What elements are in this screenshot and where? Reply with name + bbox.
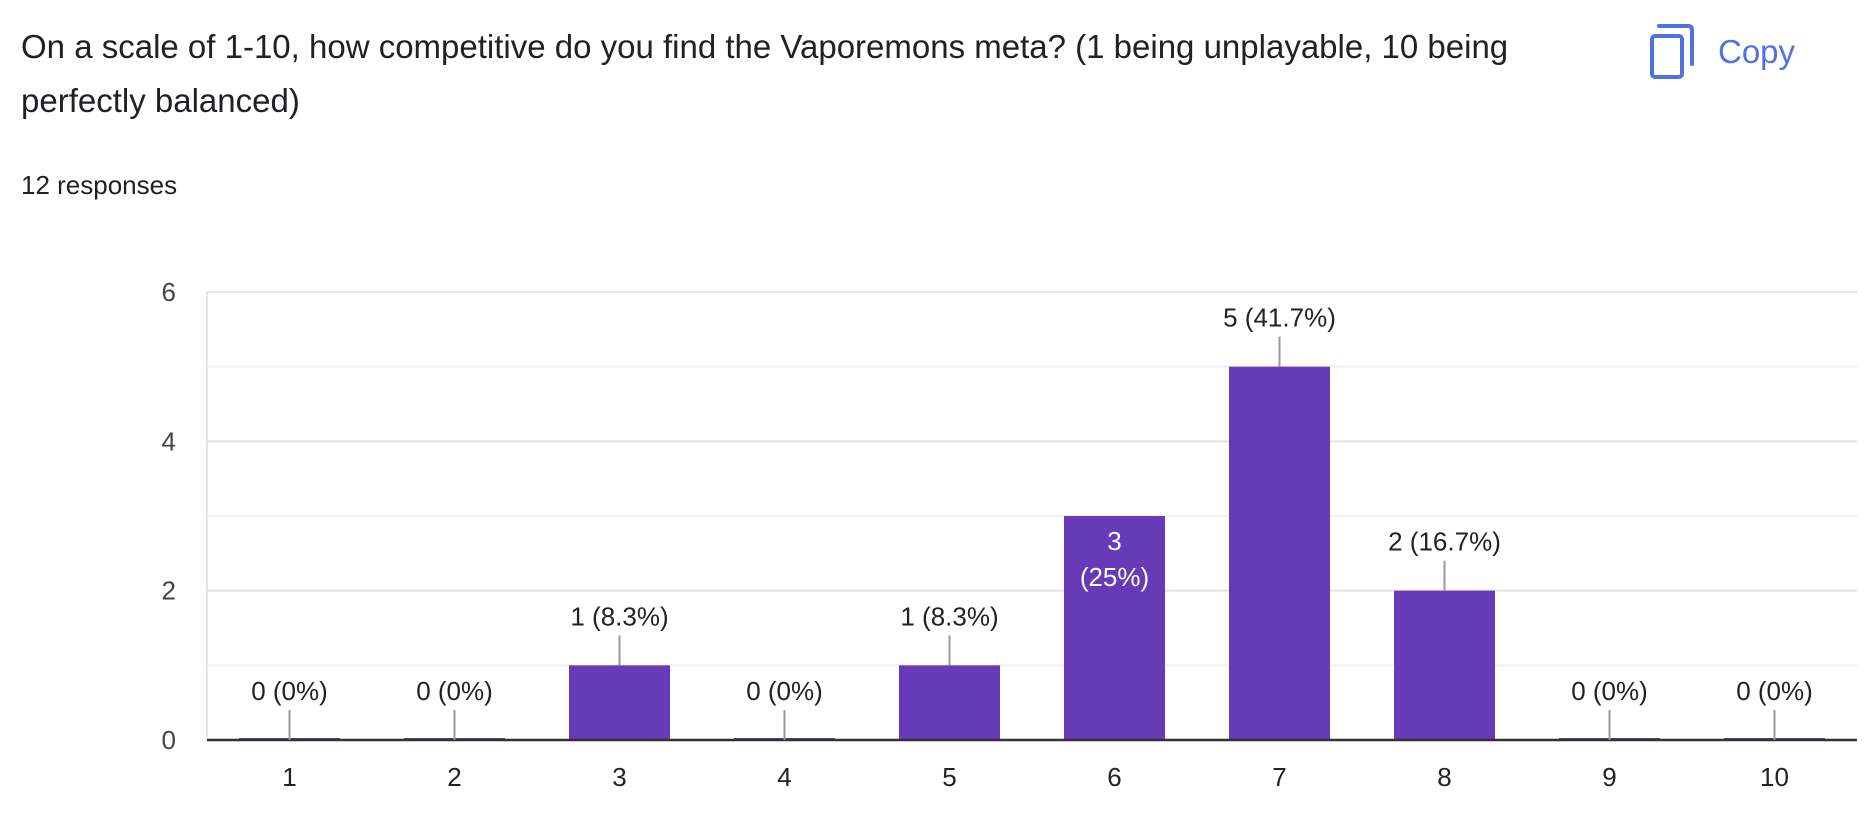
- data-label: 5 (41.7%): [1223, 303, 1336, 333]
- chart-grid: [206, 291, 1857, 740]
- x-tick-label: 2: [447, 762, 461, 792]
- x-tick-label: 5: [942, 762, 956, 792]
- x-tick-label: 4: [777, 762, 791, 792]
- data-label: 1 (8.3%): [570, 601, 668, 631]
- data-label: 0 (0%): [1571, 676, 1648, 706]
- data-label: 1 (8.3%): [900, 601, 998, 631]
- y-tick-label: 0: [162, 725, 176, 755]
- copy-icon: [1648, 24, 1694, 80]
- y-tick-label: 6: [162, 277, 176, 307]
- data-label: 0 (0%): [1736, 676, 1813, 706]
- y-tick-label: 2: [162, 576, 176, 606]
- data-label: 2 (16.7%): [1388, 527, 1501, 557]
- x-tick-label: 6: [1107, 762, 1121, 792]
- copy-label: Copy: [1718, 33, 1796, 70]
- bar: [899, 665, 1000, 740]
- y-tick-label: 4: [162, 426, 176, 456]
- bar: [1229, 366, 1330, 740]
- x-tick-label: 10: [1760, 762, 1789, 792]
- data-label: 0 (0%): [251, 676, 328, 706]
- data-label: 0 (0%): [416, 676, 493, 706]
- data-label: 0 (0%): [746, 676, 823, 706]
- data-label: 3: [1107, 526, 1121, 556]
- data-label: (25%): [1080, 562, 1149, 592]
- response-count: 12 responses: [21, 170, 178, 200]
- question-title: On a scale of 1-10, how competitive do y…: [21, 28, 1509, 119]
- x-tick-label: 1: [282, 762, 296, 792]
- bar: [569, 665, 670, 740]
- bar: [1064, 516, 1165, 740]
- x-tick-label: 3: [612, 762, 626, 792]
- x-tick-label: 7: [1272, 762, 1286, 792]
- bar: [1394, 590, 1495, 740]
- chart-labels: 0 2 4 6 0 (0%) 1 0 (0%) 2 1 (8.3%) 3 0 (0%) 4 1 (8.3…: [162, 277, 1813, 792]
- x-tick-label: 8: [1437, 762, 1451, 792]
- copy-button[interactable]: Copy: [1648, 22, 1795, 82]
- x-tick-label: 9: [1602, 762, 1616, 792]
